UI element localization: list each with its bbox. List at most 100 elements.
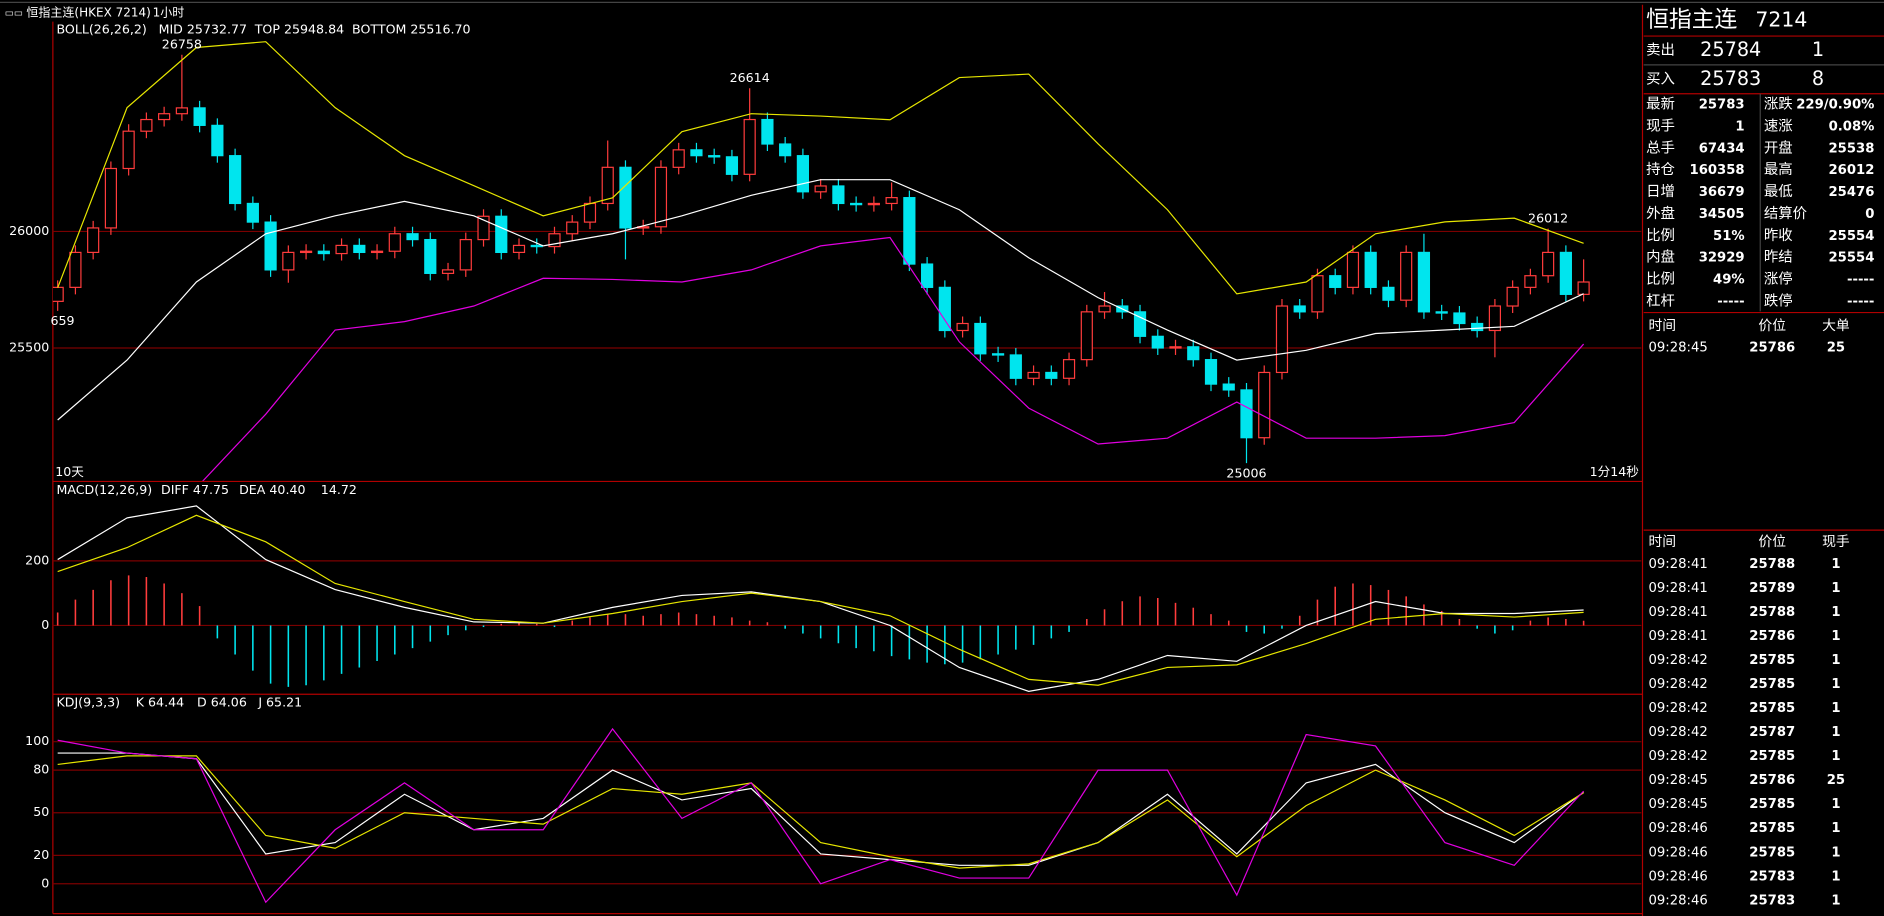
candle-body bbox=[850, 202, 863, 206]
row-time: 09:28:41 bbox=[1649, 557, 1708, 572]
candle-body bbox=[814, 185, 827, 193]
stat-label: 最低 bbox=[1764, 183, 1793, 200]
candle-body bbox=[424, 238, 437, 274]
menu-icon[interactable]: ▭▭ bbox=[5, 8, 23, 19]
candle-body bbox=[1258, 371, 1271, 439]
stat-label: 总手 bbox=[1646, 139, 1675, 156]
row-size: 25 bbox=[1827, 773, 1845, 788]
row-time: 09:28:46 bbox=[1649, 821, 1708, 836]
row-price: 25787 bbox=[1749, 725, 1795, 740]
candle-body bbox=[1062, 359, 1076, 379]
stat-value: 25554 bbox=[1828, 229, 1874, 244]
candle-body bbox=[1187, 346, 1200, 361]
indicator-line bbox=[57, 514, 1584, 686]
candle-body bbox=[140, 118, 153, 132]
candle-body bbox=[991, 353, 1005, 356]
quote-name: 恒指主连 bbox=[1646, 7, 1737, 33]
legend-entry: K 64.44 bbox=[136, 695, 184, 710]
candle-body bbox=[1204, 359, 1218, 385]
candle-body bbox=[1329, 275, 1342, 288]
candle-body bbox=[1400, 251, 1413, 301]
legend-entry: D 64.06 bbox=[197, 695, 247, 710]
stat-label: 内盘 bbox=[1646, 248, 1675, 266]
trades-header: 现手 bbox=[1822, 534, 1850, 550]
symbol-selector[interactable]: 恒指主连(HKEX 7214) bbox=[26, 5, 150, 20]
row-price: 25785 bbox=[1749, 845, 1795, 860]
indicator-line bbox=[57, 179, 1584, 421]
stat-value: 49% bbox=[1713, 273, 1745, 288]
stat-label: 比例 bbox=[1646, 227, 1675, 244]
y-tick-label: 26000 bbox=[9, 223, 49, 238]
row-time: 09:28:41 bbox=[1649, 581, 1708, 596]
period-selector[interactable]: 1小时 bbox=[153, 6, 185, 20]
candle-body bbox=[796, 155, 810, 193]
row-price: 25786 bbox=[1749, 340, 1795, 355]
candle-body bbox=[619, 166, 632, 229]
candle-body bbox=[335, 244, 348, 255]
candle-body bbox=[956, 322, 969, 332]
stat-value: 32929 bbox=[1699, 251, 1745, 266]
row-price: 25785 bbox=[1749, 677, 1795, 692]
candle-body bbox=[690, 149, 703, 157]
candle-body bbox=[1151, 335, 1164, 349]
y-tick-label: 100 bbox=[25, 733, 49, 748]
candle-body bbox=[1346, 251, 1360, 288]
candle-body bbox=[1275, 305, 1289, 374]
row-size: 1 bbox=[1831, 629, 1840, 644]
stat-value: 25538 bbox=[1828, 141, 1874, 156]
indicator-line bbox=[57, 727, 1585, 904]
stat-label: 结算价 bbox=[1764, 205, 1807, 222]
row-size: 1 bbox=[1831, 677, 1840, 692]
candle-body bbox=[921, 263, 934, 288]
row-time: 09:28:45 bbox=[1649, 340, 1708, 355]
candle-body bbox=[779, 143, 792, 157]
candle-body bbox=[459, 238, 472, 271]
row-price: 25785 bbox=[1749, 701, 1795, 716]
trades-header: 价位 bbox=[1758, 534, 1786, 550]
row-time: 09:28:46 bbox=[1649, 845, 1708, 860]
row-size: 1 bbox=[1831, 797, 1840, 812]
y-tick-label: 50 bbox=[33, 804, 49, 819]
candle-body bbox=[1009, 354, 1022, 379]
row-time: 09:28:42 bbox=[1649, 701, 1708, 716]
stat-label: 最新 bbox=[1646, 96, 1675, 113]
candle-body bbox=[495, 215, 508, 254]
candle-body bbox=[938, 286, 951, 332]
candle-body bbox=[1453, 312, 1466, 325]
candle-body bbox=[1471, 322, 1484, 332]
candle-body bbox=[832, 185, 845, 205]
row-time: 09:28:41 bbox=[1649, 629, 1708, 644]
stat-value: ----- bbox=[1717, 294, 1744, 309]
candle-body bbox=[512, 244, 526, 254]
row-price: 25788 bbox=[1749, 605, 1795, 620]
candle-body bbox=[52, 286, 64, 302]
row-time: 09:28:41 bbox=[1649, 605, 1708, 620]
candle-body bbox=[1559, 251, 1572, 295]
stat-value: 25476 bbox=[1828, 185, 1874, 200]
footer-label: 1分14秒 bbox=[1590, 464, 1640, 479]
row-price: 25789 bbox=[1749, 581, 1795, 596]
big-order-header: 大单 bbox=[1822, 318, 1850, 334]
candle-body bbox=[566, 221, 579, 235]
row-time: 09:28:42 bbox=[1649, 653, 1708, 668]
ask-volume: 1 bbox=[1812, 38, 1824, 61]
row-size: 1 bbox=[1831, 653, 1840, 668]
y-tick-label: 80 bbox=[33, 762, 49, 777]
indicator-label: KDJ(9,3,3) bbox=[56, 695, 120, 710]
stat-value: 36679 bbox=[1699, 185, 1745, 200]
row-size: 1 bbox=[1831, 749, 1840, 764]
candle-body bbox=[743, 118, 756, 175]
candle-body bbox=[708, 155, 721, 158]
candle-body bbox=[193, 107, 206, 126]
row-size: 1 bbox=[1831, 893, 1840, 908]
price-annotation: 26614 bbox=[730, 70, 770, 85]
candle-body bbox=[477, 215, 490, 241]
stat-value: 160358 bbox=[1690, 163, 1745, 178]
row-time: 09:28:46 bbox=[1649, 869, 1708, 884]
row-size: 1 bbox=[1831, 701, 1840, 716]
row-price: 25785 bbox=[1749, 749, 1795, 764]
footer-label: 10天 bbox=[55, 464, 84, 479]
candle-body bbox=[1364, 251, 1377, 288]
stat-label: 速涨 bbox=[1764, 117, 1793, 134]
